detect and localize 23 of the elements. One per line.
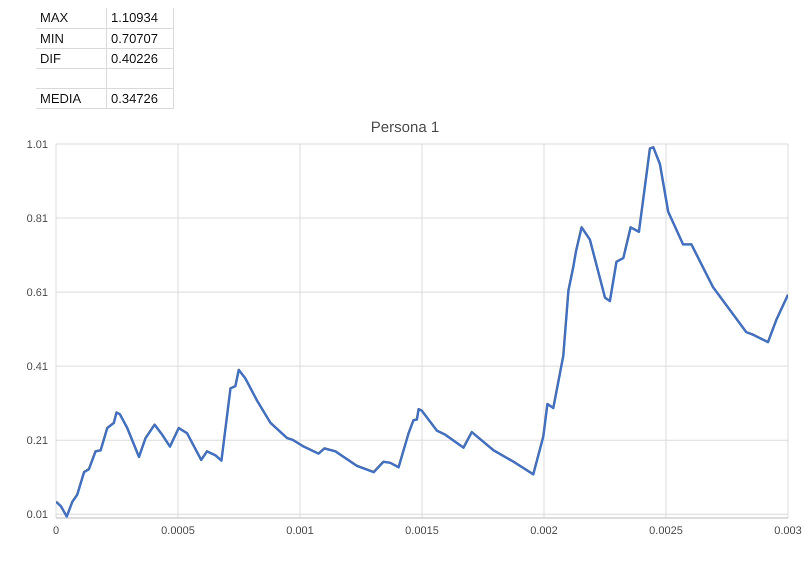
- x-tick-label: 0.0025: [649, 524, 683, 536]
- text: MEDIA: [36, 88, 106, 108]
- y-tick-label: 0.61: [26, 286, 48, 299]
- text: MAX: [36, 8, 106, 28]
- x-tick-label: 0.001: [286, 524, 314, 536]
- chart-title: Persona 1: [370, 118, 440, 136]
- x-tick-label: 0.002: [530, 524, 558, 536]
- text: 1.10934: [106, 8, 174, 28]
- text: DIF: [36, 48, 106, 68]
- x-tick-label: 0.003: [774, 524, 802, 536]
- x-tick-label: 0: [52, 524, 60, 536]
- text: 0.34726: [106, 88, 174, 108]
- x-tick-label: 0.0005: [161, 524, 195, 536]
- y-tick-label: 1.01: [26, 138, 48, 150]
- text: MIN: [36, 28, 106, 48]
- y-tick-label: 0.01: [26, 508, 48, 521]
- y-tick-label: 0.21: [26, 434, 48, 447]
- text: 0.40226: [106, 48, 174, 68]
- y-tick-label: 0.41: [26, 360, 48, 373]
- y-tick-label: 0.81: [26, 212, 48, 224]
- text: 0.70707: [106, 28, 174, 48]
- line-series: [56, 146, 788, 518]
- x-tick-label: 0.0015: [405, 524, 439, 536]
